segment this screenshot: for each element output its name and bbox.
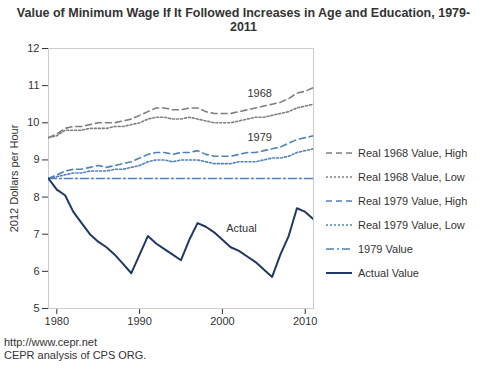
html-text:http://www.cepr.net: http://www.cepr.net xyxy=(4,336,97,348)
svg-text:6: 6 xyxy=(33,265,39,277)
svg-text:Actual: Actual xyxy=(226,222,257,234)
html-text:Real 1968 Value, Low: Real 1968 Value, Low xyxy=(358,171,465,183)
svg-text:1980: 1980 xyxy=(45,315,69,327)
html-text:Real 1979 Value, High: Real 1979 Value, High xyxy=(358,195,468,207)
svg-text:7: 7 xyxy=(33,228,39,240)
html-text:Value of Minimum Wage If It Fo: Value of Minimum Wage If It Followed Inc… xyxy=(16,6,471,34)
svg-text:5: 5 xyxy=(33,302,39,314)
svg-text:8: 8 xyxy=(33,191,39,203)
svg-text:11: 11 xyxy=(28,79,39,91)
svg-text:1968: 1968 xyxy=(247,87,271,99)
html-text:Real 1968 Value, High: Real 1968 Value, High xyxy=(358,147,468,159)
svg-text:10: 10 xyxy=(27,116,39,128)
svg-text:2012 Dollars per Hour: 2012 Dollars per Hour xyxy=(8,124,20,232)
svg-text:1979: 1979 xyxy=(247,131,271,143)
html-text:Actual Value: Actual Value xyxy=(358,267,419,279)
html-text:1979 Value: 1979 Value xyxy=(358,243,413,255)
html-text:CEPR analysis of CPS ORG.: CEPR analysis of CPS ORG. xyxy=(4,349,147,361)
html-text:Real 1979 Value, Low: Real 1979 Value, Low xyxy=(358,219,465,231)
svg-text:2010: 2010 xyxy=(293,315,317,327)
svg-text:9: 9 xyxy=(33,153,39,165)
svg-text:1990: 1990 xyxy=(127,315,151,327)
svg-text:12: 12 xyxy=(27,42,39,54)
svg-text:2000: 2000 xyxy=(210,315,234,327)
